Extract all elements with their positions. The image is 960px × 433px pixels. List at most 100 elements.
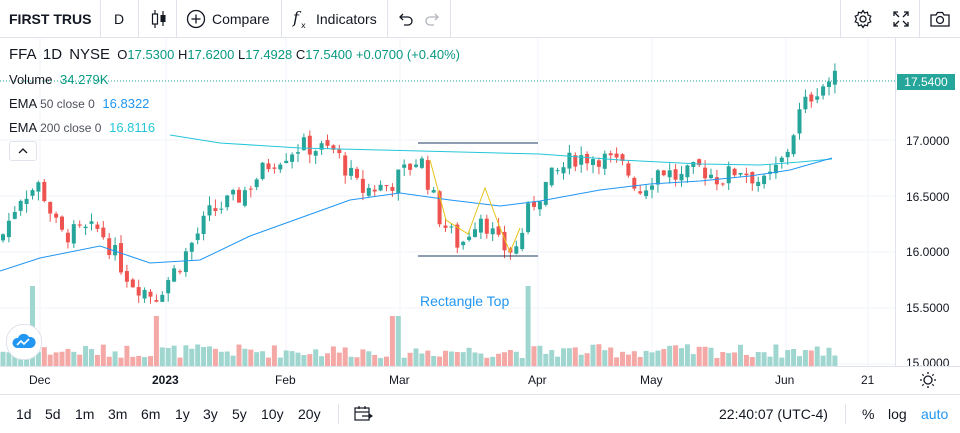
indicators-button[interactable]: f x Indicators — [292, 0, 377, 38]
toolbar-divider — [138, 0, 139, 38]
toolbar-divider — [281, 0, 282, 38]
candle-body — [467, 236, 472, 240]
candle-body — [520, 232, 525, 250]
candle-body — [526, 203, 531, 233]
range-1m[interactable]: 1m — [75, 406, 95, 422]
volume-bar — [83, 345, 89, 366]
volume-bar — [749, 357, 755, 366]
candle-body — [325, 140, 330, 146]
toolbar-divider — [387, 0, 388, 38]
volume-bar — [767, 356, 773, 366]
candle-body — [307, 135, 312, 155]
candle-body — [549, 167, 554, 186]
candle-body — [585, 153, 590, 164]
volume-bar — [572, 347, 578, 366]
candle-body — [219, 208, 224, 210]
candle-body — [473, 229, 477, 237]
volume-bar — [826, 347, 832, 366]
volume-bar — [307, 354, 313, 366]
toolbar-divider — [919, 0, 920, 38]
volume-bar — [779, 357, 785, 366]
range-10y[interactable]: 10y — [261, 406, 284, 422]
candle-body — [142, 289, 147, 299]
range-1y[interactable]: 1y — [175, 406, 190, 422]
price-chart[interactable] — [0, 38, 895, 366]
toolbar-divider — [840, 0, 841, 38]
time-tick: 2023 — [152, 373, 179, 387]
volume-bar — [413, 348, 419, 366]
candle-body — [832, 70, 837, 85]
range-6m[interactable]: 6m — [141, 406, 161, 422]
volume-bar — [519, 357, 525, 366]
percent-toggle[interactable]: % — [862, 406, 875, 422]
volume-bar — [661, 349, 667, 366]
axis-settings-button[interactable] — [919, 371, 937, 394]
goto-date-button[interactable] — [353, 405, 374, 428]
volume-bar — [248, 349, 254, 366]
compare-button[interactable]: Compare — [186, 0, 270, 38]
time-tick: Dec — [29, 373, 51, 387]
candle-body — [402, 164, 407, 168]
log-toggle[interactable]: log — [888, 406, 907, 422]
collapse-legend-button[interactable] — [9, 141, 37, 161]
undo-button[interactable] — [396, 0, 414, 38]
range-3y[interactable]: 3y — [203, 406, 218, 422]
ema50-legend[interactable]: EMA 50 close 0 16.8322 — [9, 96, 149, 111]
fullscreen-button[interactable] — [892, 0, 910, 38]
redo-button[interactable] — [424, 0, 442, 38]
volume-bar — [614, 357, 620, 366]
volume-bar — [696, 346, 702, 366]
price-axis[interactable]: 17.5400 17.0000 16.5000 16.0000 15.5000 … — [895, 38, 960, 370]
candle-body — [378, 184, 383, 191]
clock[interactable]: 22:40:07 (UTC-4) — [719, 406, 828, 422]
candle-body — [18, 200, 23, 211]
volume-bar — [159, 347, 165, 366]
volume-bar — [720, 351, 726, 366]
volume-bar — [65, 348, 71, 366]
range-1d[interactable]: 1d — [16, 406, 32, 422]
volume-bar — [785, 350, 791, 366]
volume-bar — [407, 352, 413, 366]
volume-bar — [797, 356, 802, 366]
auto-toggle[interactable]: auto — [921, 406, 949, 422]
candle-body — [154, 300, 159, 302]
candle-body — [242, 190, 247, 206]
volume-bar — [472, 352, 478, 366]
candle-body — [189, 242, 194, 252]
candle-body — [455, 224, 460, 248]
candle-body — [30, 190, 35, 196]
chart-pane[interactable]: FFA 1D NYSE O17.5300 H17.6200 L17.4928 C… — [0, 38, 895, 366]
volume-bar — [201, 346, 207, 366]
interval-button[interactable]: D — [114, 11, 125, 27]
snapshot-button[interactable] — [929, 0, 951, 38]
candle-body — [532, 201, 536, 207]
candle-body — [779, 157, 784, 162]
candle-body — [496, 226, 501, 235]
tradingview-logo[interactable] — [6, 324, 42, 360]
candle-body — [738, 172, 743, 175]
candle-body — [36, 182, 41, 192]
range-20y[interactable]: 20y — [298, 406, 321, 422]
rectangle-label[interactable]: Rectangle Top — [420, 293, 510, 309]
candle-body — [166, 280, 171, 294]
time-axis[interactable]: Dec 2023 Feb Mar Apr May Jun 21 — [0, 366, 960, 394]
volume-legend[interactable]: Volume 34.279K — [9, 72, 108, 87]
ema200-legend[interactable]: EMA 200 close 0 16.8116 — [9, 120, 155, 135]
symbol-legend: FFA 1D NYSE O17.5300 H17.6200 L17.4928 C… — [9, 46, 460, 63]
volume-bar — [496, 353, 502, 366]
range-5y[interactable]: 5y — [232, 406, 247, 422]
range-3m[interactable]: 3m — [108, 406, 128, 422]
candle-body — [360, 178, 365, 193]
volume-bar — [277, 357, 283, 366]
symbol-search[interactable]: FIRST TRUS — [9, 11, 92, 27]
candle-body — [537, 201, 542, 210]
settings-button[interactable] — [853, 0, 873, 38]
candle-body — [443, 225, 448, 228]
volume-bar — [100, 344, 106, 366]
chart-type-button[interactable] — [150, 0, 168, 38]
time-tick: Feb — [275, 373, 296, 387]
volume-bar — [425, 350, 431, 366]
volume-bar — [6, 352, 12, 366]
price-tick: 17.0000 — [906, 134, 950, 148]
range-5d[interactable]: 5d — [45, 406, 61, 422]
